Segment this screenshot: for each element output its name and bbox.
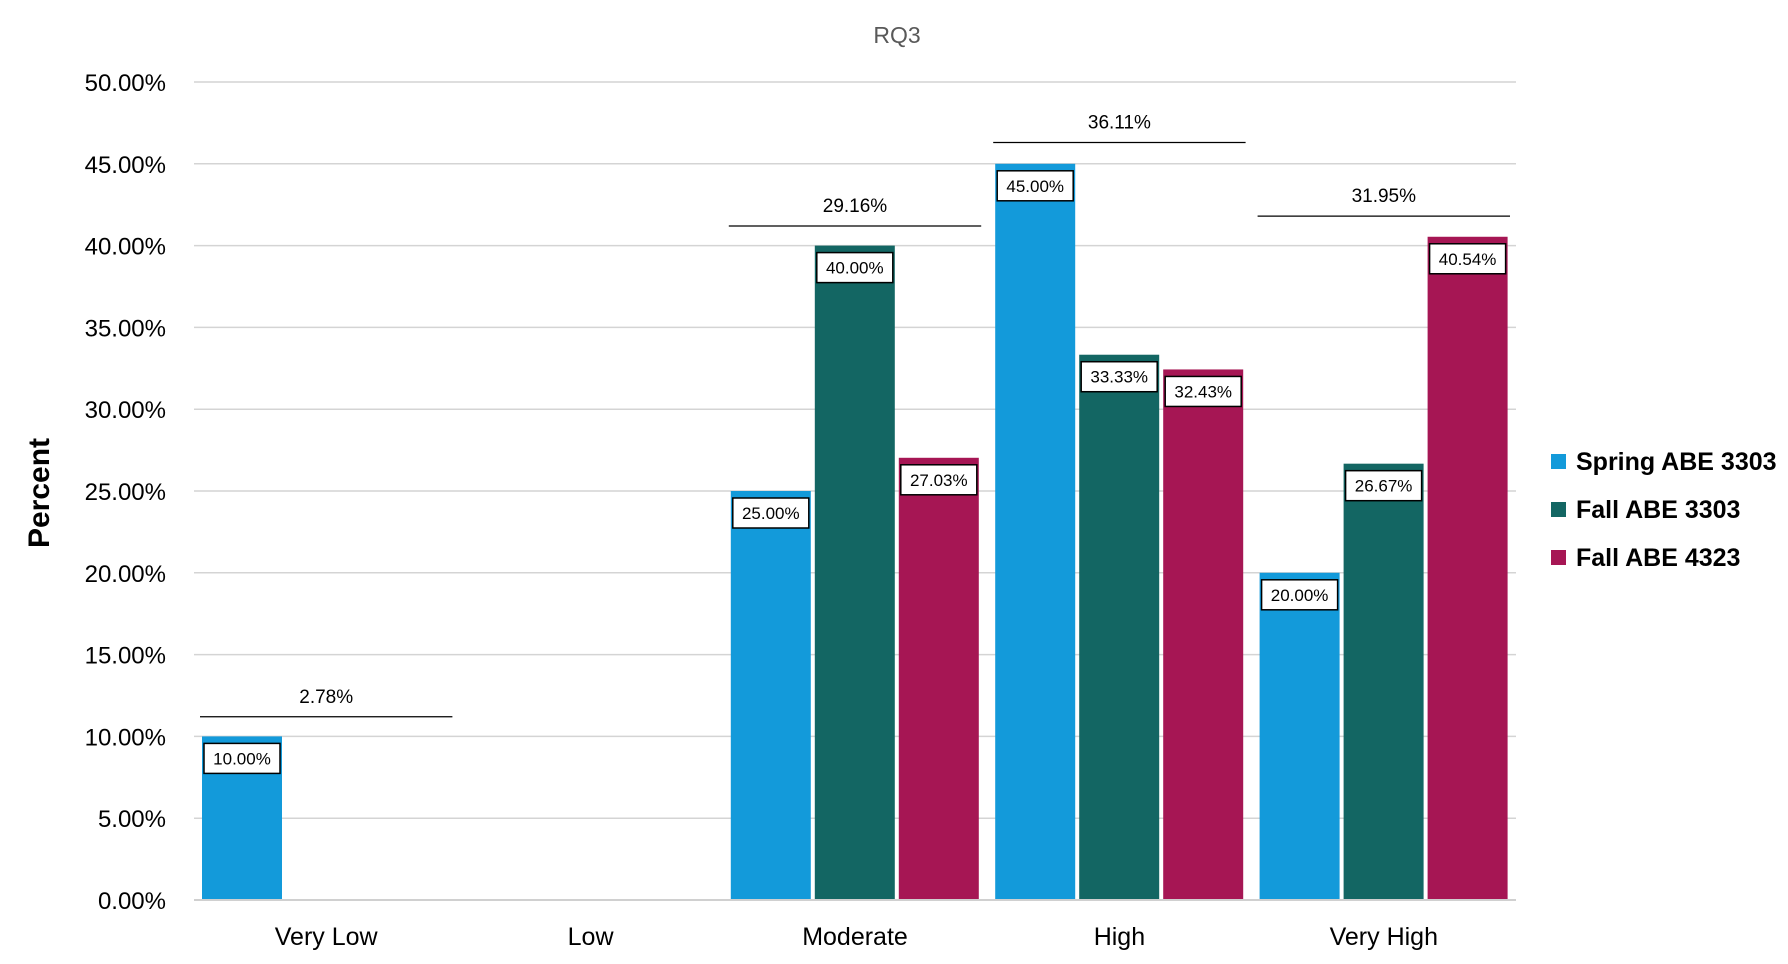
- y-tick-label: 30.00%: [85, 397, 166, 424]
- data-label-box: [1164, 375, 1242, 408]
- y-tick-label: 10.00%: [85, 724, 166, 751]
- data-label: 32.43%: [1174, 382, 1232, 401]
- legend: Spring ABE 3303 Fall ABE 3303 Fall ABE 432…: [1551, 448, 1777, 572]
- y-axis-ticks: 0.00% 5.00% 10.00% 15.00% 20.00% 25.00% 30.00%…: [85, 70, 166, 915]
- data-label: 40.54%: [1439, 250, 1497, 269]
- x-category-label: Low: [568, 923, 615, 951]
- data-label: 33.33%: [1090, 368, 1148, 387]
- legend-swatch: [1551, 550, 1566, 565]
- data-label: 25.00%: [742, 504, 800, 523]
- y-tick-label: 0.00%: [98, 888, 166, 915]
- legend-label: Spring ABE 3303: [1576, 448, 1777, 476]
- x-category-label: Very High: [1330, 923, 1438, 951]
- data-label: 40.00%: [826, 259, 884, 278]
- x-axis-categories: Very Low Low Moderate High Very High: [275, 923, 1438, 951]
- data-label-box: [900, 464, 978, 496]
- bar: [1427, 236, 1508, 900]
- y-tick-label: 25.00%: [85, 479, 166, 506]
- bar: [995, 163, 1076, 901]
- data-label: 10.00%: [213, 749, 271, 768]
- x-category-label: High: [1094, 923, 1145, 951]
- bar: [730, 491, 811, 900]
- group-annotation-label: 31.95%: [1352, 186, 1417, 207]
- group-annotation-label: 29.16%: [823, 196, 888, 217]
- y-tick-label: 45.00%: [85, 152, 166, 179]
- data-label-box: [1428, 243, 1507, 275]
- y-tick-label: 35.00%: [85, 315, 166, 342]
- data-label-box: [816, 251, 894, 284]
- data-label-box: [996, 170, 1074, 202]
- data-label-box: [1260, 579, 1339, 611]
- x-category-label: Moderate: [802, 923, 908, 951]
- data-label: 26.67%: [1355, 477, 1413, 496]
- data-labels: 10.00% 25.00% 45.00% 20.00% 40.00% 33.33% 26.6…: [203, 170, 1507, 775]
- x-category-label: Very Low: [275, 923, 379, 951]
- data-label-box: [203, 742, 281, 775]
- y-tick-label: 20.00%: [85, 561, 166, 588]
- bar: [898, 457, 979, 900]
- bar: [1079, 354, 1160, 900]
- group-annotations: 2.78% 29.16% 36.11% 31.95%: [200, 113, 1510, 718]
- y-tick-label: 50.00%: [85, 70, 166, 97]
- bar: [1259, 572, 1340, 900]
- legend-swatch: [1551, 454, 1566, 469]
- legend-label: Fall ABE 4323: [1576, 544, 1740, 572]
- y-tick-label: 40.00%: [85, 234, 166, 261]
- data-label: 27.03%: [910, 471, 968, 490]
- legend-label: Fall ABE 3303: [1576, 496, 1740, 524]
- data-label-box: [1344, 469, 1423, 502]
- y-tick-label: 5.00%: [98, 806, 166, 833]
- data-label-box: [1080, 360, 1158, 393]
- group-annotation-label: 2.78%: [299, 687, 353, 708]
- y-axis-label: Percent: [23, 438, 56, 548]
- chart-title: RQ3: [873, 22, 920, 48]
- data-label: 45.00%: [1006, 177, 1064, 196]
- y-tick-label: 15.00%: [85, 643, 166, 670]
- data-label-box: [732, 497, 810, 529]
- bar: [814, 245, 895, 901]
- legend-swatch: [1551, 502, 1566, 517]
- data-label: 20.00%: [1271, 586, 1329, 605]
- group-annotation-label: 36.11%: [1088, 113, 1151, 134]
- bar: [1343, 463, 1424, 900]
- bar: [1163, 369, 1244, 900]
